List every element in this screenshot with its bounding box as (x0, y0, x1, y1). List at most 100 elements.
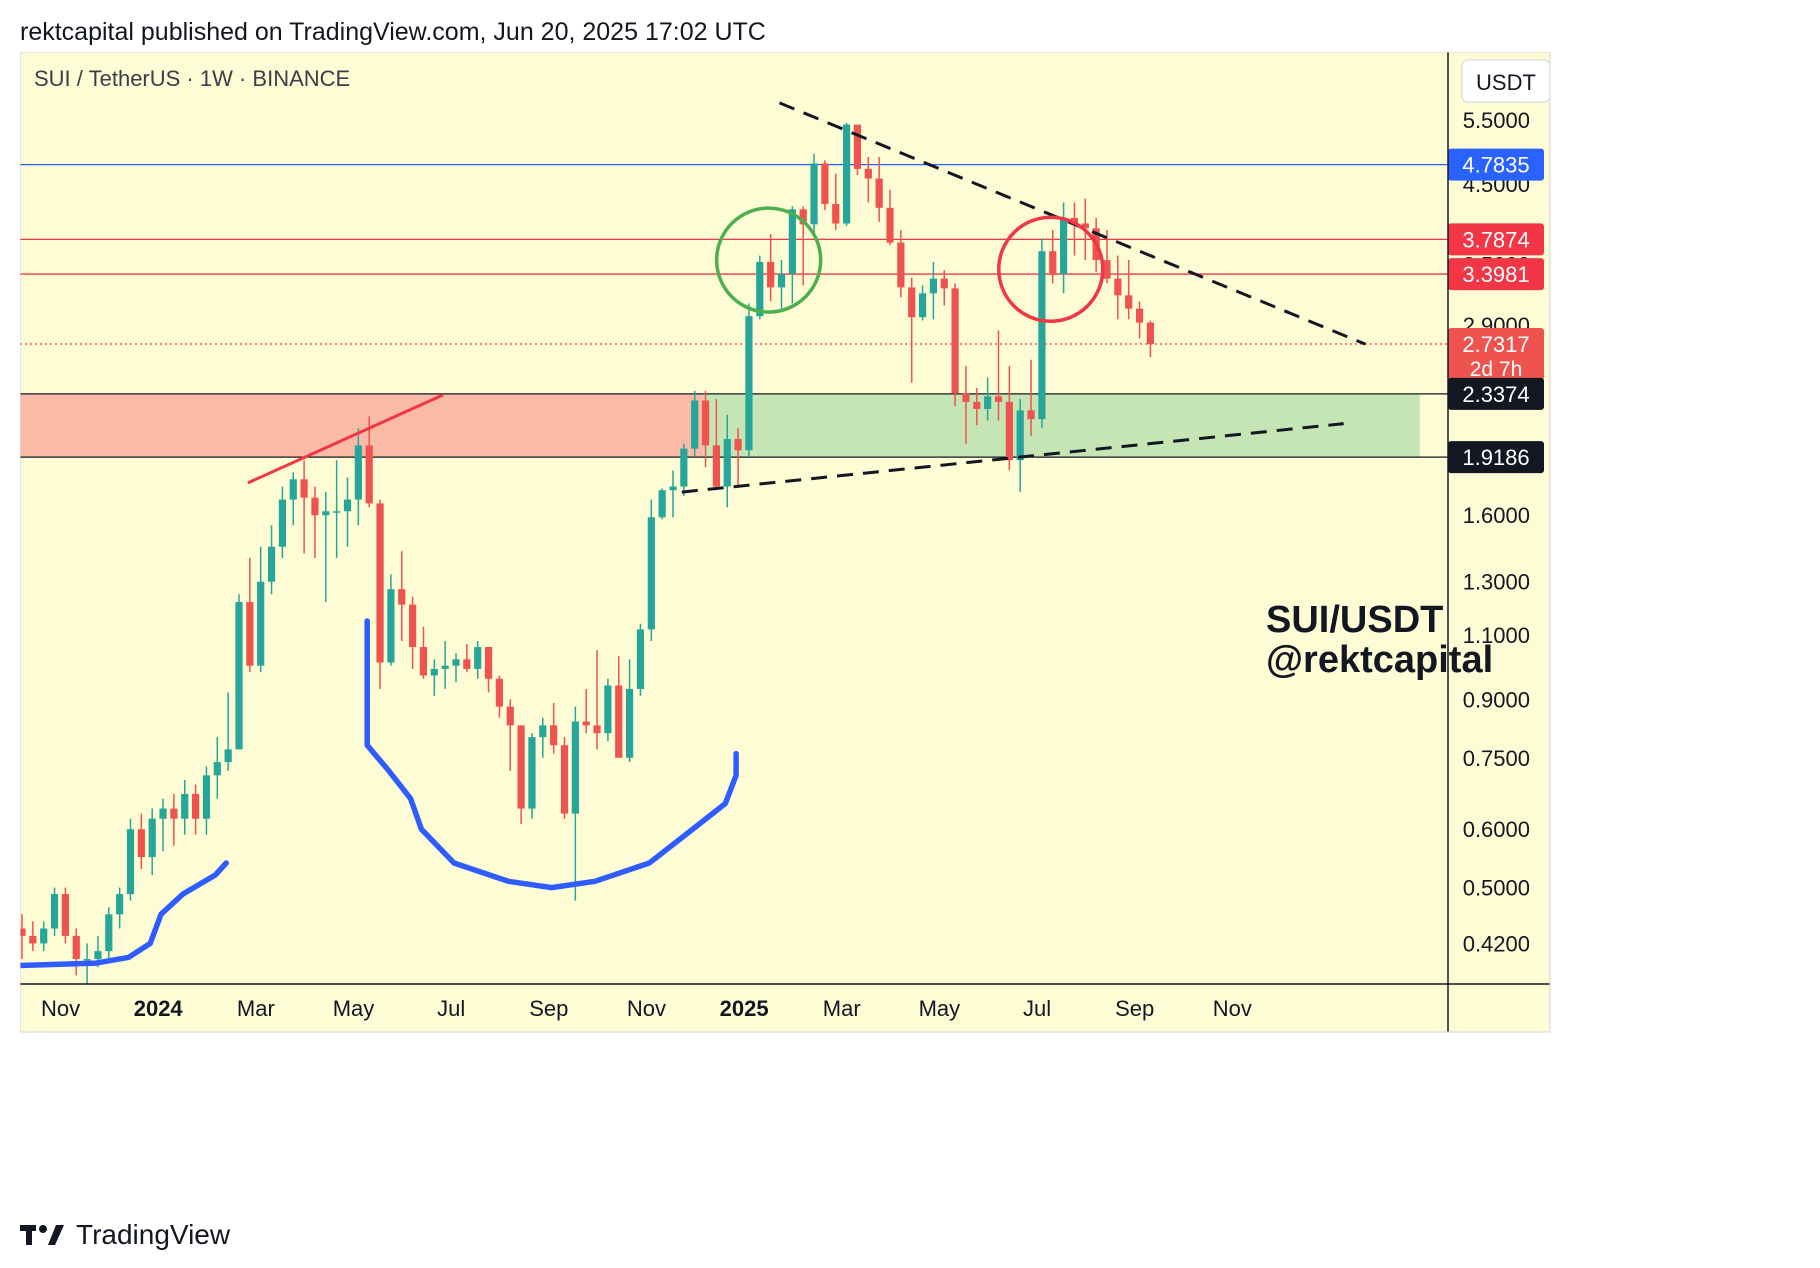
candle-body (83, 959, 91, 961)
time-tick-label: Nov (1213, 996, 1252, 1021)
candle-body (539, 725, 547, 738)
candle-body (1081, 223, 1089, 229)
candle-body (908, 287, 916, 318)
candle-body (550, 725, 558, 746)
candle-body (398, 589, 406, 605)
candle-body (506, 706, 514, 726)
tradingview-logo-icon (20, 1225, 64, 1245)
chart-border (20, 52, 1551, 1033)
price-tick-label: 1.1000 (1463, 623, 1530, 648)
candle-body (951, 288, 959, 394)
candle-body (137, 829, 145, 858)
candle-body (1049, 251, 1057, 274)
candle-body (875, 178, 883, 208)
candle-body (940, 278, 948, 289)
chart-panel[interactable]: 5.50004.50003.50002.90001.60001.30001.10… (20, 52, 1810, 1200)
candle-body (821, 163, 829, 204)
candle-body (636, 629, 645, 689)
candle-body (994, 396, 1003, 402)
candle-body (29, 935, 37, 944)
candle-body (832, 203, 840, 224)
candle-body (810, 163, 818, 225)
candle-body (50, 894, 59, 929)
candle-body (1060, 217, 1068, 274)
candle-body (604, 685, 612, 734)
candle-body (615, 685, 623, 758)
time-tick-label: 2024 (134, 996, 184, 1021)
candle-body (246, 602, 254, 666)
candle-body (1114, 278, 1122, 296)
candle-body (560, 745, 569, 814)
candle-body (1005, 401, 1013, 461)
candle-body (267, 546, 276, 582)
price-label-3.7874: 3.7874 (1462, 227, 1529, 252)
candle-body (582, 721, 590, 726)
candle-body (289, 479, 297, 500)
candle-body (126, 829, 135, 895)
candle-body (343, 499, 352, 512)
price-label-3.3981: 3.3981 (1462, 262, 1529, 287)
candle-body (1016, 410, 1024, 461)
candle-body (984, 396, 992, 409)
tradingview-brand: TradingView (76, 1219, 231, 1250)
candle-body (647, 517, 655, 630)
price-label-box (1448, 148, 1544, 181)
candle-body (40, 928, 48, 944)
price-label-4.7835: 4.7835 (1462, 153, 1529, 178)
candle-body (918, 293, 927, 318)
candle-body (213, 762, 221, 776)
candle-body (1103, 260, 1111, 279)
candle-body (202, 775, 211, 819)
candle-body (962, 393, 970, 402)
rising-wedge-top-line (247, 393, 444, 485)
candle-body (1027, 410, 1035, 420)
candle-body (517, 725, 525, 809)
watermark-author: @rektcapital (1266, 639, 1493, 681)
blue-curve-1 (20, 860, 229, 969)
tradingview-logo[interactable]: TradingView (20, 1218, 230, 1252)
time-axis-background (20, 984, 1448, 1032)
time-axis[interactable]: Nov 2024 Mar May Jul Sep Nov 2025 Mar May Jul Sep No… (41, 996, 1252, 1021)
price-chart[interactable]: 5.50004.50003.50002.90001.60001.30001.10… (20, 52, 1810, 1200)
candle-body (311, 497, 319, 516)
candle-body (528, 737, 536, 809)
candle-body (864, 168, 872, 179)
red-circle (997, 215, 1105, 323)
zones-layer (20, 393, 1420, 458)
candle-body (463, 659, 471, 669)
bar-countdown: 2d 7h (1470, 358, 1523, 381)
price-tick-label: 1.3000 (1463, 570, 1530, 595)
price-label-box (1448, 377, 1544, 410)
price-axis-background (1448, 52, 1550, 1032)
symbol-header[interactable]: SUI / TetherUS · 1W · BINANCE (34, 66, 350, 91)
candle-body (224, 749, 232, 763)
candle-body (691, 400, 699, 449)
candle-body (658, 490, 666, 518)
candle-body (72, 935, 80, 960)
candle-body (474, 647, 482, 669)
candle-body (571, 721, 579, 814)
price-label-box (1448, 258, 1544, 291)
currency-label[interactable]: USDT (1476, 70, 1536, 95)
candle-body (853, 124, 862, 169)
currency-button[interactable]: USDT (1461, 59, 1551, 103)
candle-body (20, 928, 26, 936)
price-tick-label: 0.6000 (1463, 817, 1530, 842)
price-label-1.9186: 1.9186 (1462, 445, 1529, 470)
time-tick-label: Mar (237, 996, 275, 1021)
candle-body (1135, 308, 1144, 323)
candle-body (257, 581, 265, 666)
candle-body (354, 445, 362, 500)
candle-body (181, 793, 189, 819)
blue-curve-2 (364, 618, 739, 891)
green-circle (714, 206, 823, 314)
time-tick-label: Sep (1115, 996, 1154, 1021)
price-axis[interactable]: 5.50004.50003.50002.90001.60001.30001.10… (1448, 108, 1544, 956)
candle-body (441, 665, 449, 669)
time-tick-label: Mar (823, 996, 861, 1021)
candle-body (745, 316, 753, 451)
candle-body (409, 604, 417, 648)
candle-body (626, 688, 634, 758)
watermark-pair: SUI/USDT (1266, 599, 1443, 641)
price-tick-label: 0.4200 (1463, 931, 1530, 956)
